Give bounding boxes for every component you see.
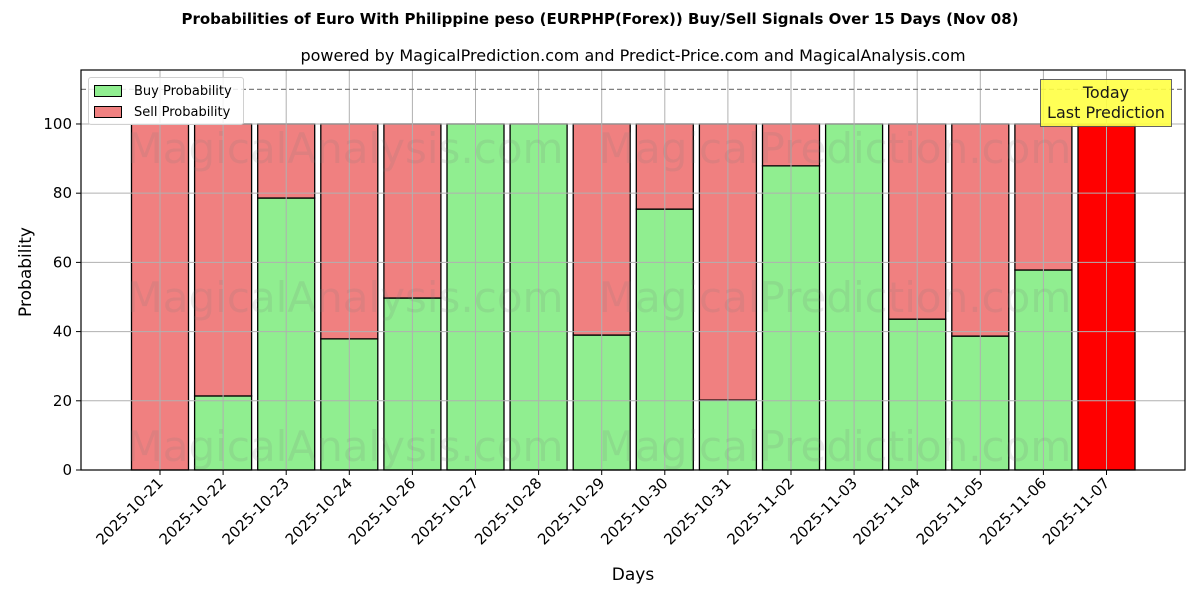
legend-buy-label: Buy Probability [134,83,232,99]
y-tick-label: 0 [62,461,72,479]
x-tick-label: 2025-10-23 [219,474,293,548]
x-tick-label: 2025-11-02 [723,474,797,548]
y-tick-label: 80 [53,184,72,202]
sell-swatch-icon [94,106,122,118]
x-tick-label: 2025-10-28 [471,474,545,548]
plot-frame [80,69,1186,471]
watermark-text: MagicalPrediction.com [599,273,1072,322]
watermark-text: MagicalPrediction.com [599,422,1072,471]
y-axis-label: Probability [16,227,36,317]
watermark-text: MagicalPrediction.com [599,124,1072,173]
x-tick-label: 2025-10-21 [92,474,166,548]
x-tick-label: 2025-10-30 [597,474,671,548]
x-tick-label: 2025-11-04 [850,474,924,548]
y-tick-label: 60 [53,253,72,271]
annotation-line-2: Last Prediction [1047,103,1165,122]
x-tick-label: 2025-11-07 [1039,474,1113,548]
legend: Buy Probability Sell Probability [88,77,244,125]
y-tick-label: 100 [43,115,72,133]
y-tick-label: 40 [53,323,72,341]
x-axis-label: Days [612,565,655,585]
x-tick-label: 2025-10-31 [660,474,734,548]
x-tick-label: 2025-11-03 [787,474,861,548]
annotation-line-1: Today [1082,83,1130,102]
today-annotation: Today Last Prediction [1040,79,1172,127]
watermark-text: MagicalAnalysis.com [127,124,564,173]
legend-sell-label: Sell Probability [134,104,231,120]
watermark-text: MagicalAnalysis.com [127,273,564,322]
x-tick-label: 2025-10-29 [534,474,608,548]
legend-item-buy: Buy Probability [94,82,232,100]
watermark-text: MagicalAnalysis.com [127,422,564,471]
legend-item-sell: Sell Probability [94,103,230,121]
x-tick-label: 2025-11-05 [913,474,987,548]
x-tick-label: 2025-10-22 [156,474,230,548]
y-tick-label: 20 [53,392,72,410]
x-tick-label: 2025-10-26 [345,474,419,548]
buy-swatch-icon [94,85,122,97]
x-tick-label: 2025-10-24 [282,474,356,548]
x-tick-label: 2025-11-06 [976,474,1050,548]
chart-title: Probabilities of Euro With Philippine pe… [181,10,1019,28]
x-tick-label: 2025-10-27 [408,474,482,548]
chart-subtitle: powered by MagicalPrediction.com and Pre… [300,46,966,65]
